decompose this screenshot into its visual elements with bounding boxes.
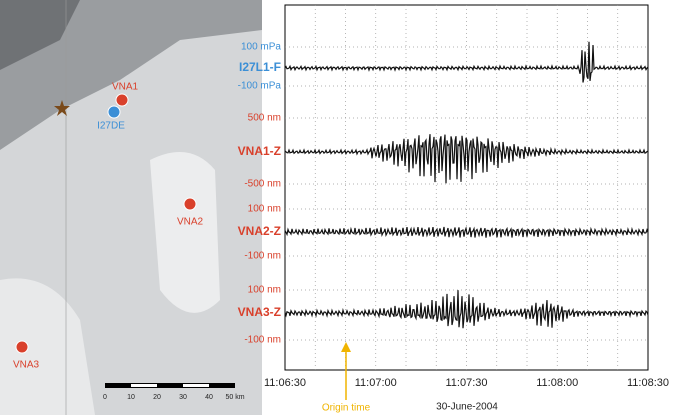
time-tick-label: 11:06:30 bbox=[264, 377, 306, 389]
waveform bbox=[285, 134, 648, 183]
station-label: VNA2 bbox=[177, 217, 204, 228]
amplitude-label: 500 nm bbox=[248, 113, 281, 124]
time-tick-label: 11:07:30 bbox=[445, 377, 487, 389]
time-tick-label: 11:08:00 bbox=[536, 377, 578, 389]
scale-label: 20 bbox=[153, 394, 161, 401]
trace-name: VNA2-Z bbox=[238, 224, 281, 238]
amplitude-label: 100 nm bbox=[248, 285, 281, 296]
station-label: VNA3 bbox=[13, 360, 40, 371]
scale-bar bbox=[131, 384, 157, 387]
time-tick-label: 11:07:00 bbox=[355, 377, 397, 389]
trace-name: VNA1-Z bbox=[238, 144, 281, 158]
scale-label: 40 bbox=[205, 394, 213, 401]
scale-bar bbox=[183, 384, 209, 387]
waveform bbox=[285, 227, 648, 238]
amplitude-label: -100 mPa bbox=[238, 81, 282, 92]
origin-arrowhead bbox=[341, 342, 351, 352]
scale-label: 50 km bbox=[225, 394, 244, 401]
station-marker bbox=[16, 341, 28, 353]
amplitude-label: -100 nm bbox=[244, 251, 281, 262]
trace-name: I27L1-F bbox=[239, 60, 281, 74]
amplitude-label: -100 nm bbox=[244, 335, 281, 346]
scale-label: 0 bbox=[103, 394, 107, 401]
amplitude-label: -500 nm bbox=[244, 179, 281, 190]
station-marker bbox=[116, 94, 128, 106]
station-label: I27DE bbox=[97, 121, 125, 132]
figure: VNA1 I27DE VNA2 VNA3 0 10 20 30 40 50 km 100 mPa I2… bbox=[0, 0, 681, 415]
scale-bar bbox=[105, 383, 235, 388]
date-label: 30-June-2004 bbox=[436, 402, 498, 413]
origin-label: Origin time bbox=[322, 403, 371, 414]
amplitude-label: 100 nm bbox=[248, 204, 281, 215]
scale-label: 10 bbox=[127, 394, 135, 401]
map-ice bbox=[150, 152, 220, 313]
waveform bbox=[285, 42, 648, 83]
station-marker bbox=[108, 106, 120, 118]
amplitude-label: 100 mPa bbox=[241, 42, 281, 53]
trace-name: VNA3-Z bbox=[238, 305, 281, 319]
station-marker bbox=[184, 198, 196, 210]
station-label: VNA1 bbox=[112, 82, 139, 93]
time-tick-label: 11:08:30 bbox=[627, 377, 669, 389]
scale-label: 30 bbox=[179, 394, 187, 401]
